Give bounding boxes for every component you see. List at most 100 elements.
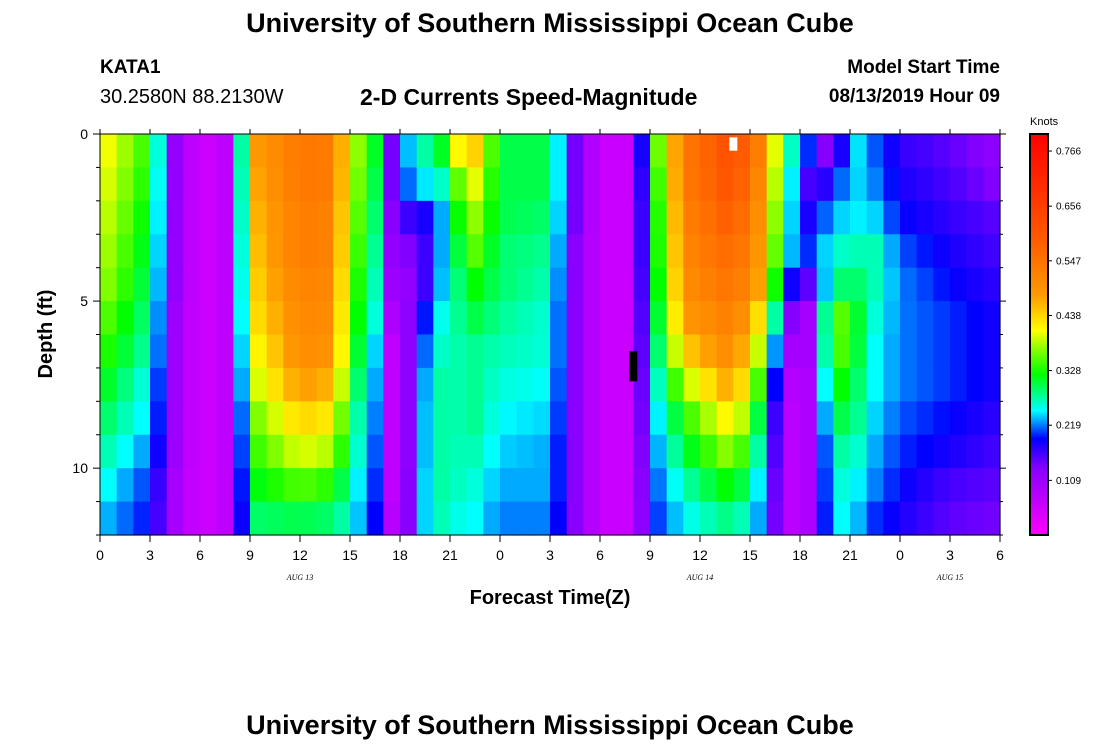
heatmap-cell (833, 167, 851, 202)
heatmap-cell (616, 267, 634, 302)
heatmap-cell (183, 334, 201, 369)
heatmap-cell (233, 167, 251, 202)
heatmap-cell (933, 401, 951, 436)
heatmap-cell (900, 200, 918, 235)
heatmap-cell (166, 301, 184, 336)
heatmap-cell (466, 200, 484, 235)
heatmap-cell (966, 434, 984, 469)
heatmap-cell (166, 167, 184, 202)
heatmap-cell (850, 167, 868, 202)
heatmap-cell (450, 434, 468, 469)
heatmap-cell (900, 401, 918, 436)
heatmap-cell (766, 468, 784, 503)
heatmap-cell (816, 334, 834, 369)
heatmap-cell (433, 234, 451, 269)
heatmap-cell (383, 200, 401, 235)
heatmap-cell (633, 468, 651, 503)
heatmap-cell (850, 434, 868, 469)
x-tick-label: 18 (792, 547, 808, 563)
heatmap-cell (300, 134, 318, 169)
heatmap-cell (650, 234, 668, 269)
heatmap-cell (316, 501, 334, 536)
heatmap-cell (633, 200, 651, 235)
heatmap-cell (983, 301, 1001, 336)
heatmap-cell (450, 301, 468, 336)
heatmap-cell (100, 200, 118, 235)
heatmap-cell (333, 200, 351, 235)
heatmap-cell (983, 200, 1001, 235)
heatmap-cell (883, 167, 901, 202)
heatmap-cell (633, 301, 651, 336)
heatmap-cell (266, 401, 284, 436)
heatmap-cell (316, 334, 334, 369)
heatmap-cell (216, 434, 234, 469)
heatmap-cell (400, 134, 418, 169)
heatmap-cell (566, 200, 584, 235)
y-tick-label: 0 (80, 126, 88, 142)
heatmap-cell (816, 267, 834, 302)
heatmap-cell (700, 401, 718, 436)
heatmap-cell (866, 301, 884, 336)
heatmap-cell (200, 267, 218, 302)
heatmap-cell (550, 234, 568, 269)
heatmap-cell (283, 167, 301, 202)
heatmap-cell (883, 200, 901, 235)
heatmap-cell (566, 334, 584, 369)
heatmap-cell (866, 267, 884, 302)
heatmap-cell (133, 367, 151, 402)
heatmap-cell (866, 501, 884, 536)
heatmap-cell (466, 334, 484, 369)
heatmap-cell (400, 167, 418, 202)
heatmap-cell (733, 367, 751, 402)
x-tick-label: 6 (596, 547, 604, 563)
heatmap-cell (633, 267, 651, 302)
heatmap-cell (233, 267, 251, 302)
heatmap-cell (400, 234, 418, 269)
heatmap-cell (383, 167, 401, 202)
heatmap-cell (900, 301, 918, 336)
heatmap-cell (133, 200, 151, 235)
heatmap-cell (733, 234, 751, 269)
heatmap-cell (216, 301, 234, 336)
heatmap-cell (333, 367, 351, 402)
heatmap-cell (350, 468, 368, 503)
heatmap-cell (800, 434, 818, 469)
heatmap-cell (200, 501, 218, 536)
heatmap-cell (250, 334, 268, 369)
heatmap-cell (550, 334, 568, 369)
heatmap-cell (933, 200, 951, 235)
colorbar-tick-label: 0.766 (1056, 147, 1081, 158)
heatmap-cell (283, 234, 301, 269)
heatmap-cell (666, 334, 684, 369)
heatmap-cell (416, 234, 434, 269)
heatmap-cell (716, 334, 734, 369)
heatmap-cell (700, 200, 718, 235)
heatmap-cell (566, 134, 584, 169)
heatmap-cell (800, 134, 818, 169)
heatmap-cell (966, 301, 984, 336)
heatmap-cell (683, 501, 701, 536)
heatmap-cell (483, 468, 501, 503)
heatmap-cell (450, 334, 468, 369)
heatmap-cell (416, 334, 434, 369)
heatmap-cell (966, 334, 984, 369)
heatmap-cell (866, 468, 884, 503)
heatmap-cell (783, 267, 801, 302)
heatmap-cell (783, 334, 801, 369)
x-tick-label: 9 (246, 547, 254, 563)
x-tick-label: 6 (196, 547, 204, 563)
heatmap-cell (750, 334, 768, 369)
heatmap-cell (883, 367, 901, 402)
heatmap-cell (183, 134, 201, 169)
heatmap-cell (900, 234, 918, 269)
heatmap-cell (250, 401, 268, 436)
heatmap-cell (933, 267, 951, 302)
heatmap-cell (450, 267, 468, 302)
heatmap-cell (516, 501, 534, 536)
heatmap-cell (300, 468, 318, 503)
heatmap-cell (133, 468, 151, 503)
model-start-label: Model Start Time (847, 57, 1000, 78)
heatmap-cell (866, 234, 884, 269)
heatmap-cell (250, 434, 268, 469)
heatmap-cell (433, 301, 451, 336)
